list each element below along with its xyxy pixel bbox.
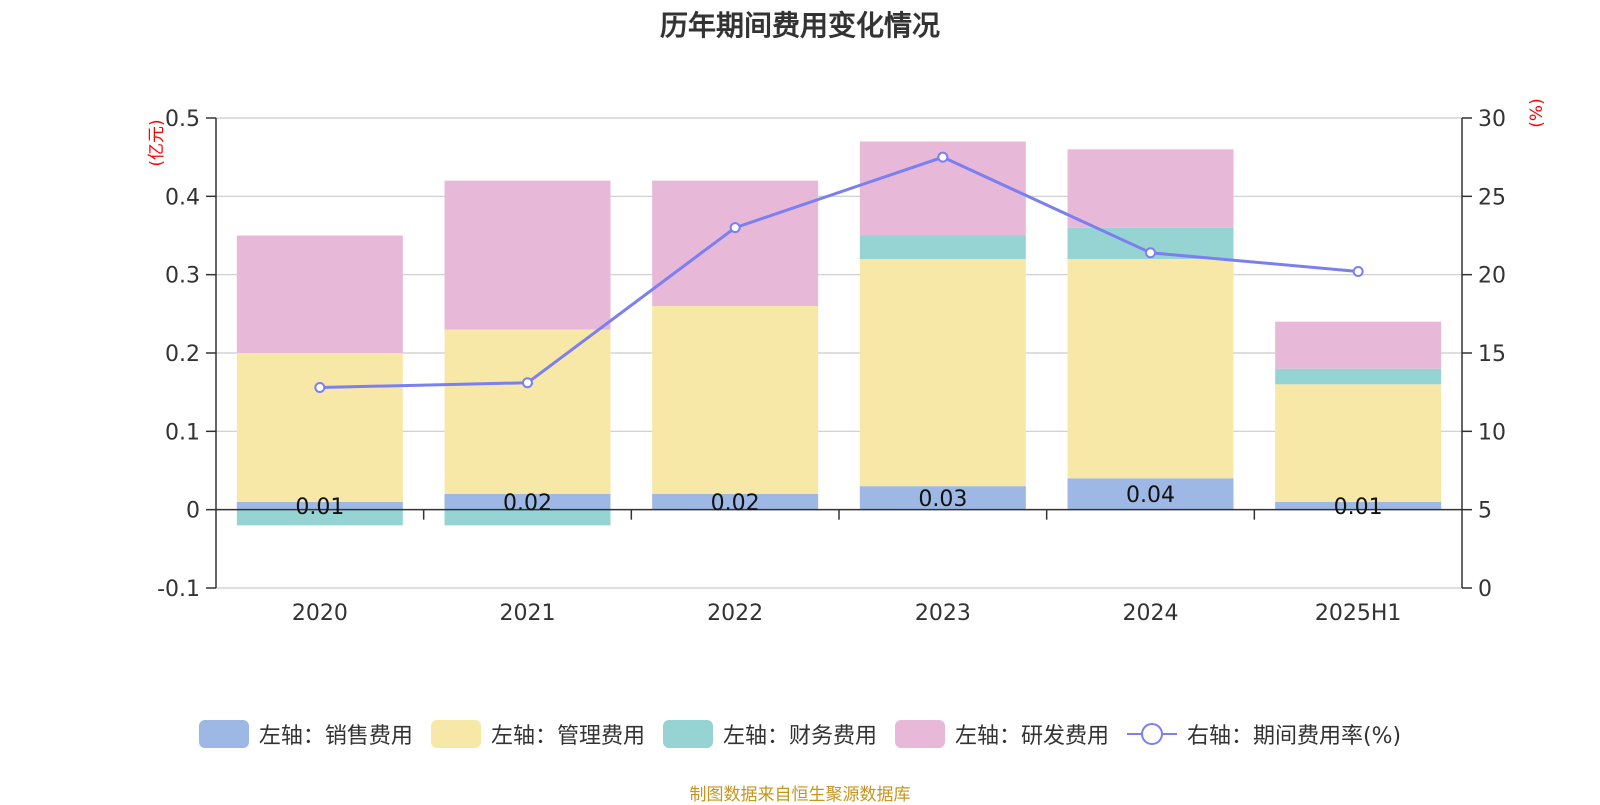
right-tick-label: 10 bbox=[1478, 420, 1506, 445]
x-tick-label: 2024 bbox=[1123, 601, 1179, 626]
left-tick-label: 0 bbox=[186, 499, 200, 524]
rate-point-2023 bbox=[937, 151, 949, 163]
bar-sales-2025H1 bbox=[1275, 501, 1442, 510]
legend-item-sales[interactable]: 左轴：销售费用 bbox=[198, 718, 413, 750]
legend-marker bbox=[1140, 723, 1163, 745]
source-note: 制图数据来自恒生聚源数据库 bbox=[689, 785, 911, 805]
right-axis-unit: (%) bbox=[1527, 98, 1547, 127]
axes-group: -0.1 0 0.1 0.2 0.3 0.4 0.5 0 5 10 15 20 25 30 (亿元) (%) 2… bbox=[147, 98, 1547, 626]
data-label-sales: 0.02 bbox=[711, 491, 760, 516]
legend-label-finance: 左轴：财务费用 bbox=[722, 724, 877, 749]
legend-swatch-admin bbox=[430, 720, 481, 748]
x-tick-label: 2021 bbox=[500, 601, 556, 626]
rate-point-2022 bbox=[729, 222, 741, 234]
legend-label-admin: 左轴：管理费用 bbox=[490, 724, 645, 749]
bar-rd-2021 bbox=[444, 180, 611, 330]
left-tick-label: 0.1 bbox=[165, 420, 200, 445]
data-label-sales: 0.01 bbox=[295, 495, 344, 520]
bar-sales-2020 bbox=[236, 501, 403, 510]
x-tick-label: 2020 bbox=[292, 601, 348, 626]
rate-point-2020 bbox=[314, 381, 326, 393]
right-tick-label: 25 bbox=[1478, 185, 1506, 210]
right-tick-label: 15 bbox=[1478, 342, 1506, 367]
bar-admin-2020 bbox=[236, 353, 403, 502]
chart-canvas: -0.1 0 0.1 0.2 0.3 0.4 0.5 0 5 10 15 20 25 30 (亿元) (%) 2… bbox=[147, 98, 1547, 626]
bar-rd-2025H1 bbox=[1275, 321, 1442, 369]
bar-sales-2021 bbox=[444, 494, 611, 510]
bar-sales-2023 bbox=[859, 486, 1026, 510]
legend: 左轴：销售费用 左轴：管理费用 左轴：财务费用 左轴：研发费用 右轴：期间费用率… bbox=[0, 718, 1600, 750]
bar-admin-2024 bbox=[1067, 259, 1234, 479]
x-tick-label: 2022 bbox=[707, 601, 763, 626]
legend-swatch-finance bbox=[662, 720, 713, 748]
rate-point-2021 bbox=[522, 377, 533, 389]
left-tick-label: 0.3 bbox=[165, 264, 200, 289]
bar-admin-2023 bbox=[859, 259, 1026, 487]
legend-item-rd[interactable]: 左轴：研发费用 bbox=[894, 718, 1109, 750]
legend-swatch-sales bbox=[198, 720, 249, 748]
right-tick-label: 20 bbox=[1478, 264, 1506, 289]
rate-point-2025H1 bbox=[1352, 266, 1364, 278]
rate-point-2024 bbox=[1145, 247, 1156, 259]
bar-rd-2024 bbox=[1067, 149, 1234, 228]
legend-label-rate: 右轴：期间费用率(%) bbox=[1186, 724, 1402, 749]
data-label-sales: 0.04 bbox=[1126, 483, 1175, 508]
bars-group bbox=[236, 141, 1442, 526]
left-tick-label: -0.1 bbox=[157, 577, 200, 602]
bar-admin-2025H1 bbox=[1275, 384, 1442, 502]
legend-swatch-rd bbox=[894, 720, 945, 748]
bar-finance-2021 bbox=[444, 509, 611, 526]
chart-title: 历年期间费用变化情况 bbox=[659, 9, 940, 42]
data-labels-group: 0.01 0.02 0.02 0.03 0.04 0.01 bbox=[295, 483, 1382, 520]
data-label-sales: 0.02 bbox=[503, 491, 552, 516]
data-label-sales: 0.01 bbox=[1334, 495, 1383, 520]
bar-admin-2021 bbox=[444, 329, 611, 494]
x-tick-label: 2023 bbox=[915, 601, 971, 626]
bar-finance-2020 bbox=[236, 509, 403, 526]
right-tick-label: 30 bbox=[1478, 107, 1506, 132]
left-tick-label: 0.5 bbox=[165, 107, 200, 132]
legend-label-sales: 左轴：销售费用 bbox=[258, 724, 413, 749]
bar-finance-2023 bbox=[859, 235, 1026, 259]
bar-rd-2020 bbox=[236, 235, 403, 353]
bar-rd-2022 bbox=[652, 180, 819, 306]
bar-sales-2022 bbox=[652, 494, 819, 510]
right-tick-label: 0 bbox=[1478, 577, 1492, 602]
legend-item-admin[interactable]: 左轴：管理费用 bbox=[430, 718, 645, 750]
left-tick-label: 0.2 bbox=[165, 342, 200, 367]
legend-item-rate[interactable]: 右轴：期间费用率(%) bbox=[1126, 718, 1402, 750]
rate-line-group bbox=[314, 151, 1364, 393]
x-tick-label: 2025H1 bbox=[1315, 601, 1402, 626]
bar-finance-2025H1 bbox=[1275, 368, 1442, 385]
data-label-sales: 0.03 bbox=[918, 487, 967, 512]
legend-item-finance[interactable]: 左轴：财务费用 bbox=[662, 718, 877, 750]
bar-sales-2024 bbox=[1067, 478, 1234, 510]
bar-admin-2022 bbox=[652, 306, 819, 494]
legend-swatch-rate bbox=[1126, 720, 1177, 748]
left-tick-label: 0.4 bbox=[165, 185, 200, 210]
left-axis-unit: (亿元) bbox=[147, 119, 167, 166]
rate-line bbox=[319, 155, 1359, 389]
right-tick-label: 5 bbox=[1478, 499, 1492, 524]
legend-label-rd: 左轴：研发费用 bbox=[954, 724, 1109, 749]
